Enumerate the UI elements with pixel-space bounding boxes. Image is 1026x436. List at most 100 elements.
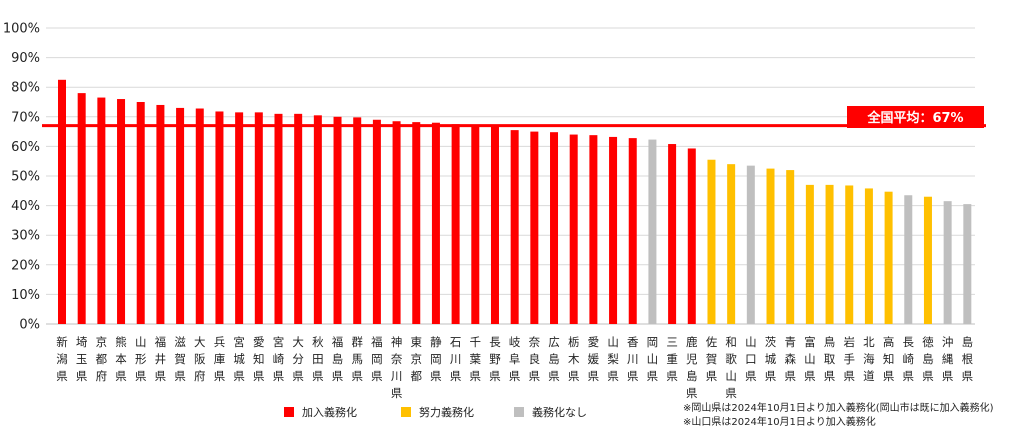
bar [727,164,736,324]
bar [353,117,362,324]
bar [117,99,126,324]
bar [589,135,598,324]
bar [313,115,322,324]
y-tick-label: 80% [11,81,40,96]
bar [490,125,499,325]
bar [530,131,539,324]
x-tick-label: 兵庫県 [214,335,226,383]
bar [136,102,145,324]
y-tick-label: 90% [11,51,40,66]
bar [195,108,204,325]
legend-label-mandatory: 加入義務化 [302,406,357,419]
x-tick-label: 沖縄県 [942,335,954,383]
x-tick-label: 富山県 [804,335,816,383]
x-tick-label: 茨城県 [765,335,777,383]
legend-label-effort: 努力義務化 [419,406,474,419]
x-tick-label: 神奈川県 [391,335,403,400]
bar [156,104,165,325]
bar [923,196,932,324]
bar [254,112,263,324]
bar [274,113,283,324]
x-tick-label: 熊本県 [115,335,127,383]
legend-swatch-effort [401,407,411,417]
bar [372,119,381,324]
bar [609,136,618,324]
footnote-yamaguchi: ※山口県は2024年10月1日より加入義務化 [683,417,876,428]
bar [786,170,795,324]
x-tick-label: 栃木県 [568,335,580,383]
footnote-okayama: ※岡山県は2024年10月1日より加入義務化(岡山市は既に加入義務化) [683,403,994,414]
x-tick-label: 静岡県 [430,335,442,383]
x-tick-label: 福岡県 [371,335,383,383]
gridlines [46,27,975,325]
footnotes: ※岡山県は2024年10月1日より加入義務化(岡山市は既に加入義務化) ※山口県… [683,402,994,430]
bar [235,112,244,324]
bar [77,93,86,325]
x-tick-label: 千葉県 [470,335,482,383]
x-tick-label: 佐賀県 [706,335,718,383]
legend-swatch-mandatory [284,407,294,417]
bar [294,113,303,324]
x-tick-label: 山口県 [745,335,757,383]
x-tick-label: 愛媛県 [588,335,600,383]
x-tick-label: 岡山県 [647,335,659,383]
y-axis-ticks: 0% 10% 20% 30% 40% 50% 60% 70% 80% 90% 100% [3,22,40,333]
y-tick-label: 70% [11,110,40,125]
bar [766,168,775,324]
y-tick-label: 30% [11,229,40,244]
bar [392,121,401,325]
x-tick-label: 高知県 [883,335,895,383]
x-tick-label: 三重県 [666,335,678,383]
bar [845,185,854,324]
x-tick-label: 埼玉県 [76,335,88,383]
x-tick-label: 大分県 [292,335,304,383]
legend-item-mandatory: 加入義務化 [284,404,357,420]
x-tick-label: 北海道 [863,335,875,383]
x-tick-label: 岩手県 [843,335,855,383]
average-line-group: 全国平均：67% [42,106,986,128]
x-tick-label: 東京都 [411,335,423,383]
x-tick-label: 山梨県 [607,335,619,383]
x-tick-label: 徳島県 [922,335,934,383]
x-tick-label: 宮城県 [233,335,245,383]
bars [58,79,972,325]
bar [904,195,913,324]
y-tick-label: 50% [11,170,40,185]
bar [628,138,637,324]
average-label-box [847,106,984,128]
bar [510,130,519,324]
x-tick-label: 大阪府 [194,335,206,383]
x-tick-label: 島根県 [962,335,974,383]
x-tick-label: 鹿児島県 [686,335,698,400]
bar [648,139,657,324]
x-tick-label: 滋賀県 [174,335,186,383]
y-tick-label: 20% [11,258,40,273]
bar [550,132,559,324]
legend-swatch-none [514,407,524,417]
bar [58,79,66,324]
x-tick-label: 長野県 [489,335,501,383]
x-tick-label: 群馬県 [351,335,363,383]
x-tick-label: 長崎県 [903,335,915,383]
bar [825,184,834,324]
y-tick-label: 0% [19,318,40,333]
x-tick-label: 石川県 [450,335,462,383]
x-tick-label: 香川県 [627,335,639,383]
bar [963,204,972,324]
bar [746,165,755,324]
x-tick-label: 福島県 [332,335,344,383]
legend-label-none: 義務化なし [532,406,587,419]
bar [176,107,185,324]
x-axis-labels: 新潟県埼玉県京都府熊本県山形県福井県滋賀県大阪府兵庫県宮城県愛知県宮崎県大分県秋… [56,335,973,400]
bar [215,111,224,324]
bar [687,148,696,324]
bar [569,134,578,324]
x-tick-label: 山形県 [135,335,147,383]
bar [668,144,677,324]
y-tick-label: 60% [11,140,40,155]
x-tick-label: 京都府 [96,335,108,383]
bar [805,184,814,324]
x-tick-label: 奈良県 [529,335,541,383]
y-tick-label: 100% [3,22,40,37]
bar [412,122,421,325]
